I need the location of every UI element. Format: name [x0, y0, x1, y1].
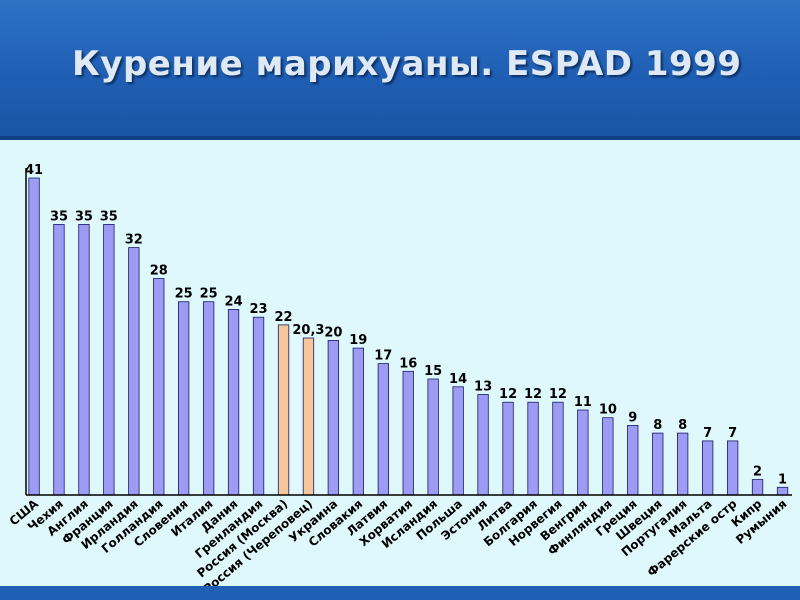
- value-label-17: 15: [424, 364, 442, 379]
- bar-20: [502, 401, 514, 496]
- bars-group: [28, 177, 789, 496]
- value-label-21: 12: [524, 387, 542, 402]
- bar-3: [78, 224, 90, 496]
- value-label-20: 12: [499, 387, 517, 402]
- value-label-27: 8: [678, 418, 687, 433]
- bar-16: [402, 370, 414, 496]
- value-label-2: 35: [50, 209, 68, 224]
- bar-24: [602, 417, 614, 496]
- value-label-6: 28: [150, 264, 168, 279]
- bar-26: [652, 432, 664, 496]
- bar-4: [103, 224, 115, 496]
- bar-14: [352, 347, 365, 496]
- bar-22: [552, 401, 564, 496]
- bar-29: [727, 440, 739, 496]
- value-label-5: 32: [125, 233, 143, 248]
- bar-31: [776, 486, 789, 496]
- value-label-22: 12: [549, 387, 567, 402]
- bar-18: [452, 386, 464, 496]
- slide-title: Курение марихуаны. ESPAD 1999: [72, 44, 742, 84]
- value-label-13: 20: [324, 325, 342, 340]
- value-label-23: 11: [574, 395, 592, 410]
- bar-12: [302, 337, 315, 496]
- header-divider: [0, 136, 800, 140]
- bar-11: [277, 324, 290, 496]
- value-label-28: 7: [703, 426, 712, 441]
- bar-2: [53, 224, 65, 496]
- bar-17: [427, 378, 439, 496]
- value-label-26: 8: [653, 418, 662, 433]
- value-label-4: 35: [100, 209, 118, 224]
- value-label-9: 24: [225, 294, 243, 309]
- bar-28: [702, 440, 714, 496]
- bar-25: [627, 424, 639, 496]
- bar-21: [527, 401, 539, 496]
- value-label-16: 16: [399, 356, 417, 371]
- bar-19: [477, 394, 489, 496]
- value-label-19: 13: [474, 380, 492, 395]
- bar-5: [128, 247, 140, 496]
- value-label-30: 2: [753, 465, 762, 480]
- value-label-1: 41: [25, 163, 43, 178]
- slide-footer-bar: [0, 586, 800, 600]
- value-label-15: 17: [374, 349, 392, 364]
- value-label-3: 35: [75, 209, 93, 224]
- value-label-8: 25: [200, 287, 218, 302]
- value-label-24: 10: [599, 403, 617, 418]
- bar-8: [202, 301, 215, 496]
- bar-1: [28, 177, 40, 496]
- value-label-12: 20,3: [292, 323, 324, 338]
- value-label-18: 14: [449, 372, 467, 387]
- value-label-10: 23: [249, 302, 267, 317]
- category-labels-group: СШАЧехияАнглияФранцияИрландияГолландияСл…: [7, 496, 790, 586]
- value-label-11: 22: [274, 310, 292, 325]
- value-label-14: 19: [349, 333, 367, 348]
- bar-27: [677, 432, 689, 496]
- slide-header: Курение марихуаны. ESPAD 1999: [0, 0, 800, 136]
- bar-9: [227, 308, 240, 496]
- bar-30: [751, 479, 764, 496]
- value-label-7: 25: [175, 287, 193, 302]
- bar-10: [252, 316, 265, 496]
- bar-23: [577, 409, 589, 496]
- bar-13: [327, 339, 340, 496]
- value-label-25: 9: [628, 410, 637, 425]
- value-label-29: 7: [728, 426, 737, 441]
- bar-6: [153, 278, 165, 496]
- bar-15: [377, 363, 390, 496]
- bar-7: [177, 301, 190, 496]
- value-label-31: 1: [778, 472, 787, 487]
